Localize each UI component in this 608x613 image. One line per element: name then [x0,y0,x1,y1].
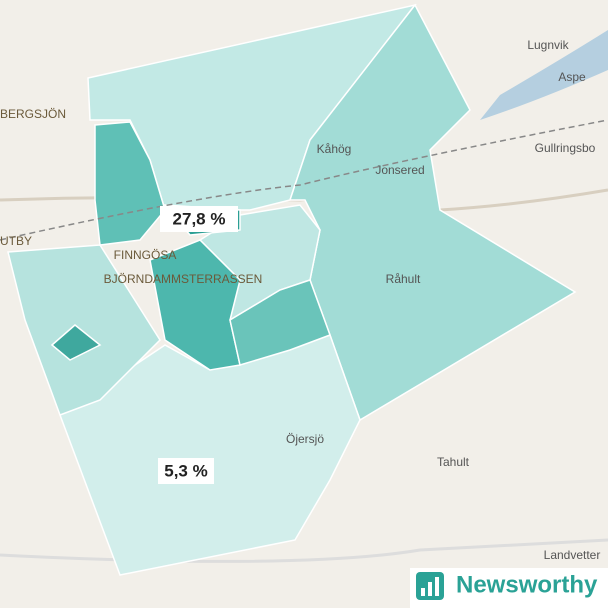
lake [480,30,608,120]
railway [0,119,608,241]
value-label-box [160,206,238,232]
place-label: Öjersjö [286,432,324,446]
place-label: FINNGÖSA [114,248,177,262]
place-label: BERGSJÖN [0,107,66,121]
place-label: BJÖRNDAMMSTERRASSEN [104,272,263,286]
value-label-box [158,458,214,484]
place-label: Jonsered [375,163,424,177]
region [50,324,102,361]
region [229,279,331,366]
place-label: Lugnvik [527,38,569,52]
place-labels: BERGSJÖN UTBY Lugnvik Aspe Gullringsbo Kåhög J… [0,38,600,562]
logo-icon [435,577,439,596]
place-label: Kåhög [317,142,352,156]
regions [7,3,577,576]
value-label: 27,8 % [173,209,226,228]
place-label: Gullringsbo [535,141,596,155]
logo-icon [421,588,425,596]
place-label: Tahult [437,455,470,469]
place-label: Råhult [386,272,421,286]
place-label: Landvetter [544,548,601,562]
region [94,121,166,246]
value-label: 5,3 % [164,461,207,480]
place-label: Aspe [558,70,586,84]
place-label: UTBY [0,234,32,248]
region [59,334,361,576]
logo-icon [428,582,432,596]
logo-text: Newsworthy [456,571,598,598]
